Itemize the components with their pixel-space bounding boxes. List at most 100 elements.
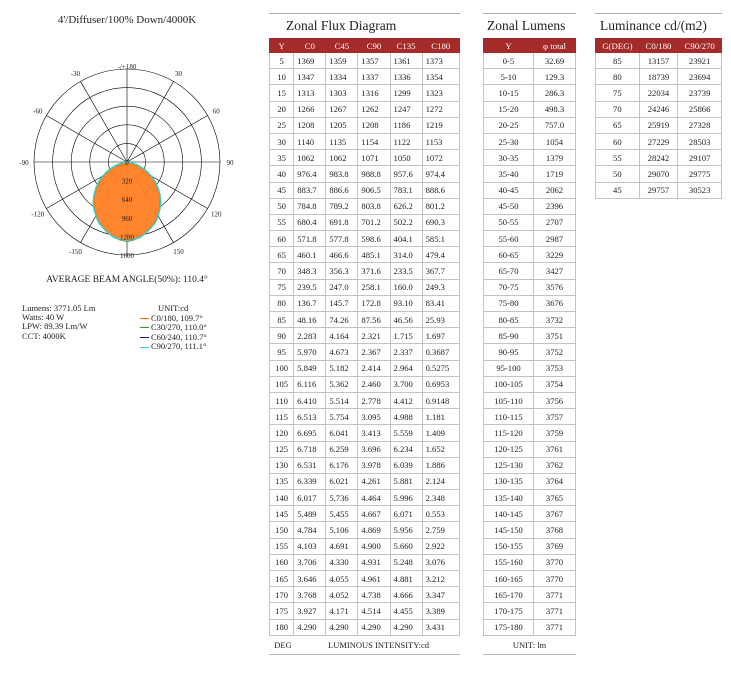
flux-cell: 886.6	[325, 181, 359, 199]
flux-cell: 258.1	[357, 278, 391, 296]
flux-cell: 3.413	[357, 424, 391, 442]
flux-cell: 6.176	[325, 456, 359, 474]
flux-cell: 5.559	[389, 424, 423, 442]
flux-cell: 115	[268, 408, 295, 426]
lumens-cell: 3770	[533, 553, 576, 572]
flux-cell: 1122	[389, 132, 423, 151]
flux-cell: 6.234	[389, 440, 423, 458]
lumens-cell: 1719	[533, 165, 576, 183]
unit-label: UNIT:cd	[158, 303, 189, 313]
flux-cell: 367.7	[421, 262, 461, 280]
lumens-cell: 70-75	[482, 278, 535, 296]
polar-radial-label: 320	[122, 178, 133, 186]
lumens-header-0: Y	[482, 38, 535, 53]
flux-cell: 239.5	[293, 278, 327, 296]
flux-cell: 485.1	[357, 246, 391, 264]
flux-cell: 6.718	[293, 440, 327, 458]
flux-cell: 50	[268, 197, 295, 215]
table-row: 85 13157 23921	[595, 51, 722, 70]
luminance-section: Luminance cd/(m2) G(DEG) C0/180 C90/270 85…	[595, 13, 722, 199]
lumens-cell: 5-10	[482, 68, 535, 86]
table-row: 180 4.290 4.290 4.290 4.290 3.431	[268, 618, 461, 636]
flux-cell: 801.2	[421, 197, 461, 215]
table-row: 130 6.531 6.176 3.978 6.039 1.886	[268, 456, 461, 474]
lumens-cell: 125-130	[482, 456, 535, 474]
flux-cell: 125	[268, 440, 295, 458]
flux-cell: 4.673	[325, 343, 359, 361]
polar-angle-label: 150	[173, 248, 184, 256]
polar-angle-label: -90	[19, 159, 29, 167]
flux-cell: 976.4	[293, 165, 327, 183]
flux-cell: 2.124	[421, 472, 461, 491]
luminance-cell: 75	[595, 84, 640, 102]
flux-cell: 1.409	[421, 424, 461, 442]
lumens-cell: 3771	[533, 618, 576, 636]
lumens-cell: 175-180	[482, 618, 535, 636]
lumens-cell: 3759	[533, 424, 576, 442]
luminance-cell: 45	[595, 181, 640, 199]
flux-cell: 249.3	[421, 278, 461, 296]
flux-cell: 25	[268, 116, 295, 134]
table-row: 0-5 32.69	[482, 51, 576, 70]
flux-cell: 6.410	[293, 391, 327, 410]
flux-cell: 466.6	[325, 246, 359, 264]
flux-cell: 4.666	[389, 586, 423, 604]
flux-cell: 4.290	[389, 618, 423, 636]
flux-cell: 1154	[357, 132, 391, 151]
flux-header-4: C135	[389, 38, 423, 53]
polar-angle-label: 120	[211, 211, 222, 219]
flux-cell: 1219	[421, 116, 461, 134]
flux-cell: 46.56	[389, 310, 423, 329]
luminance-cell: 13157	[638, 51, 679, 70]
flux-cell: 4.290	[325, 618, 359, 636]
table-row: 35 1062 1062 1071 1050 1072	[268, 149, 461, 167]
table-row: 50 29070 29775	[595, 165, 722, 183]
lumens-cell: 3676	[533, 294, 576, 313]
lumens-cell: 130-135	[482, 472, 535, 491]
flux-cell: 348.3	[293, 262, 327, 280]
table-row: 55 680.4 691.8 701.2 502.2 690.3	[268, 213, 461, 232]
lumens-cell: 3768	[533, 521, 576, 539]
flux-cell: 145.7	[325, 294, 359, 313]
polar-legend: UNIT:cd C0/180, 109.7° C30/270, 110.0° C…	[140, 303, 207, 352]
table-row: 75 239.5 247.0 258.1 160.0 249.3	[268, 278, 461, 296]
lumens-cell: 3756	[533, 391, 576, 410]
flux-cell: 1247	[389, 100, 423, 118]
flux-cell: 85	[268, 310, 295, 329]
flux-cell: 4.171	[325, 602, 359, 620]
lumens-cell: 3576	[533, 278, 576, 296]
beam-angle-label: AVERAGE BEAM ANGLE(50%): 110.4°	[46, 275, 208, 285]
lumens-cell: 3767	[533, 505, 576, 523]
legend-swatch	[140, 337, 149, 339]
polar-spoke	[80, 81, 128, 163]
table-row: 135 6.339 6.021 4.261 5.881 2.124	[268, 472, 461, 491]
flux-cell: 3.212	[421, 569, 461, 588]
lumens-cell: 120-125	[482, 440, 535, 458]
lumens-cell: 90-95	[482, 343, 535, 361]
lumens-header-1: φ total	[533, 38, 576, 53]
lumens-cell: 0-5	[482, 51, 535, 70]
flux-cell: 6.116	[293, 375, 327, 393]
flux-cell: 2.367	[357, 343, 391, 361]
flux-cell: 1208	[293, 116, 327, 134]
lumens-cell: 150-155	[482, 537, 535, 555]
spec-watts: Watts: 40 W	[22, 312, 65, 323]
flux-cell: 6.513	[293, 408, 327, 426]
table-row: 55 28242 29107	[595, 149, 722, 167]
polar-series-1	[92, 161, 162, 242]
flux-cell: 3.706	[293, 553, 327, 572]
flux-cell: 233.5	[389, 262, 423, 280]
flux-cell: 1303	[325, 84, 359, 102]
flux-cell: 5.754	[325, 408, 359, 426]
polar-angle-label: -120	[31, 211, 44, 219]
flux-cell: 883.7	[293, 181, 327, 199]
legend-swatch	[140, 317, 149, 319]
flux-cell: 5.970	[293, 343, 327, 361]
flux-cell: 15	[268, 84, 295, 102]
lumens-cell: 20-25	[482, 116, 535, 134]
lumens-cell: 3751	[533, 327, 576, 345]
lumens-cell: 2396	[533, 197, 576, 215]
luminance-cell: 85	[595, 51, 640, 70]
lumens-cell: 1054	[533, 132, 576, 151]
